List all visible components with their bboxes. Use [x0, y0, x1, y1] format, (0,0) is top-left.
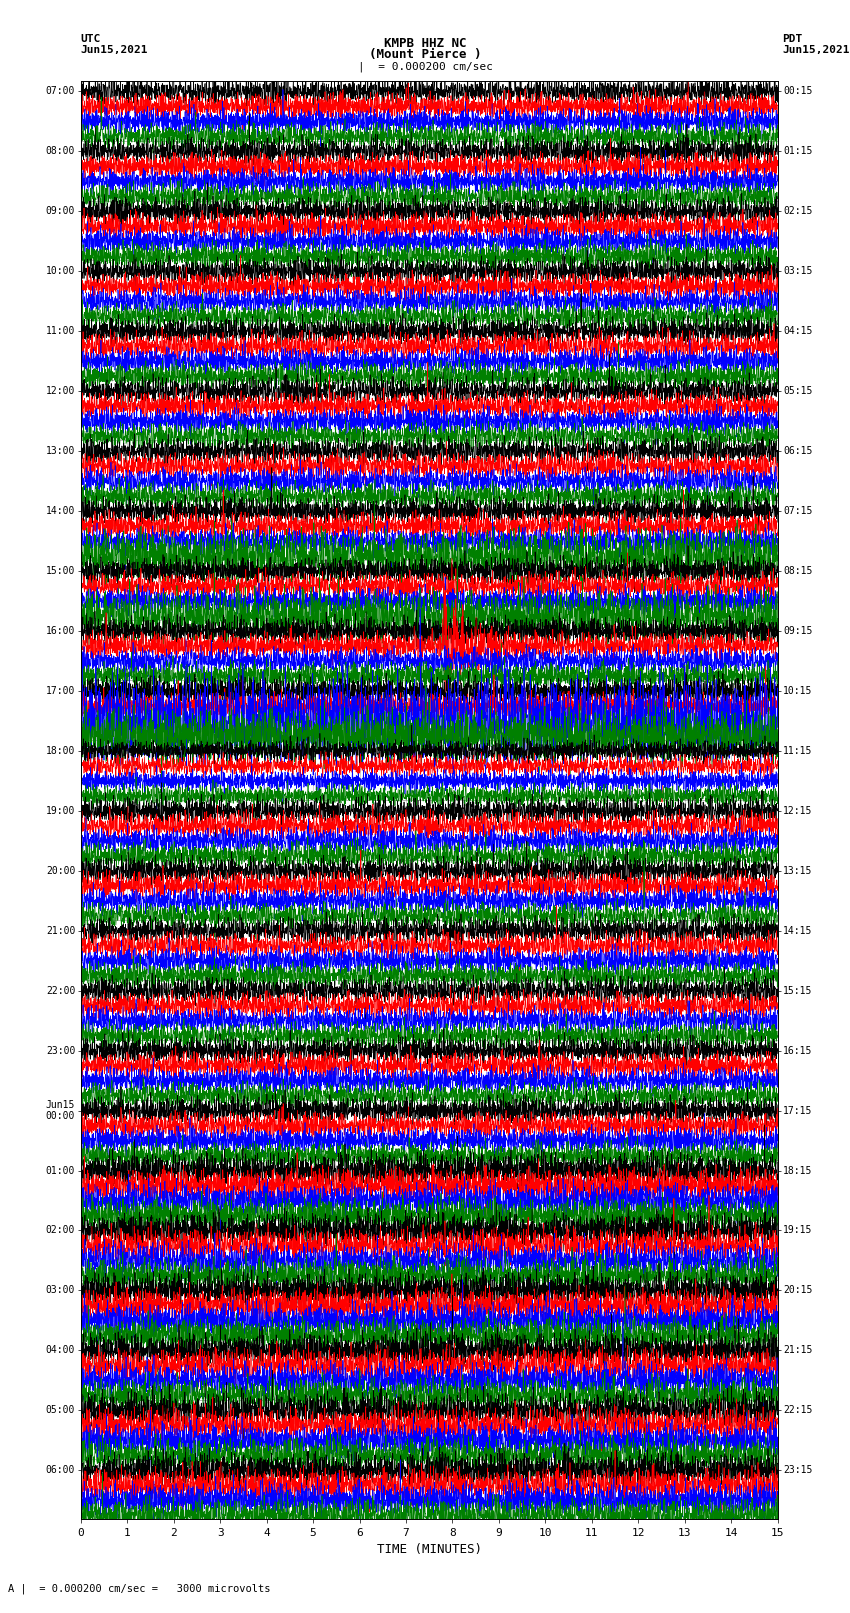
- Text: (Mount Pierce ): (Mount Pierce ): [369, 48, 481, 61]
- Text: |  = 0.000200 cm/sec: | = 0.000200 cm/sec: [358, 61, 492, 73]
- X-axis label: TIME (MINUTES): TIME (MINUTES): [377, 1542, 482, 1555]
- Text: A |  = 0.000200 cm/sec =   3000 microvolts: A | = 0.000200 cm/sec = 3000 microvolts: [8, 1582, 271, 1594]
- Text: Jun15,2021: Jun15,2021: [81, 45, 148, 55]
- Text: KMPB HHZ NC: KMPB HHZ NC: [383, 37, 467, 50]
- Text: PDT: PDT: [782, 34, 802, 44]
- Text: Jun15,2021: Jun15,2021: [782, 45, 849, 55]
- Text: UTC: UTC: [81, 34, 101, 44]
